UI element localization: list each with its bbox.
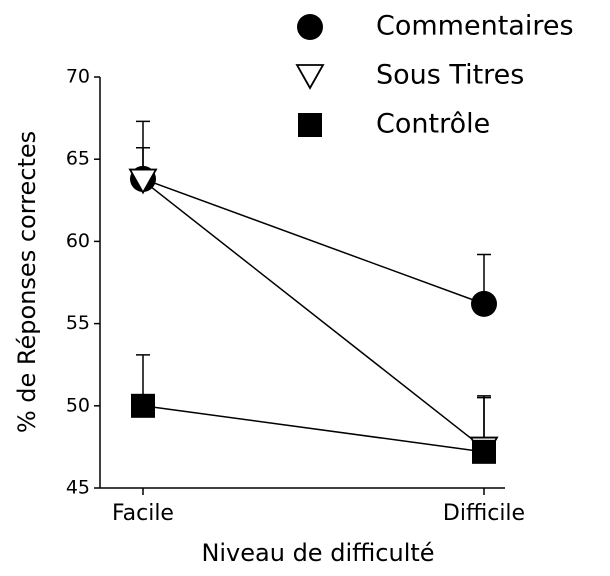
x-tick-label: Difficile bbox=[443, 501, 525, 526]
y-tick-label: 60 bbox=[66, 230, 90, 252]
y-tick-label: 55 bbox=[66, 312, 90, 334]
y-tick-label: 50 bbox=[66, 394, 90, 416]
y-tick-label: 70 bbox=[66, 66, 90, 88]
y-tick-label: 65 bbox=[66, 148, 90, 170]
legend-marker bbox=[298, 113, 322, 137]
x-axis-label: Niveau de difficulté bbox=[201, 539, 434, 567]
legend-label: Contrôle bbox=[376, 109, 490, 140]
x-tick-label: Facile bbox=[112, 501, 174, 526]
marker bbox=[471, 290, 497, 317]
marker bbox=[472, 439, 496, 464]
marker bbox=[128, 168, 158, 195]
series-line bbox=[142, 179, 485, 450]
legend-label: Commentaires bbox=[376, 11, 574, 42]
y-axis-label: % de Réponses correctes bbox=[13, 131, 41, 433]
legend-marker bbox=[295, 64, 325, 90]
legend-marker bbox=[297, 14, 323, 40]
legend-label: Sous Titres bbox=[376, 60, 524, 91]
y-tick-label: 45 bbox=[66, 477, 90, 499]
series-line bbox=[142, 178, 485, 305]
series-line bbox=[142, 405, 485, 453]
marker bbox=[131, 393, 155, 418]
